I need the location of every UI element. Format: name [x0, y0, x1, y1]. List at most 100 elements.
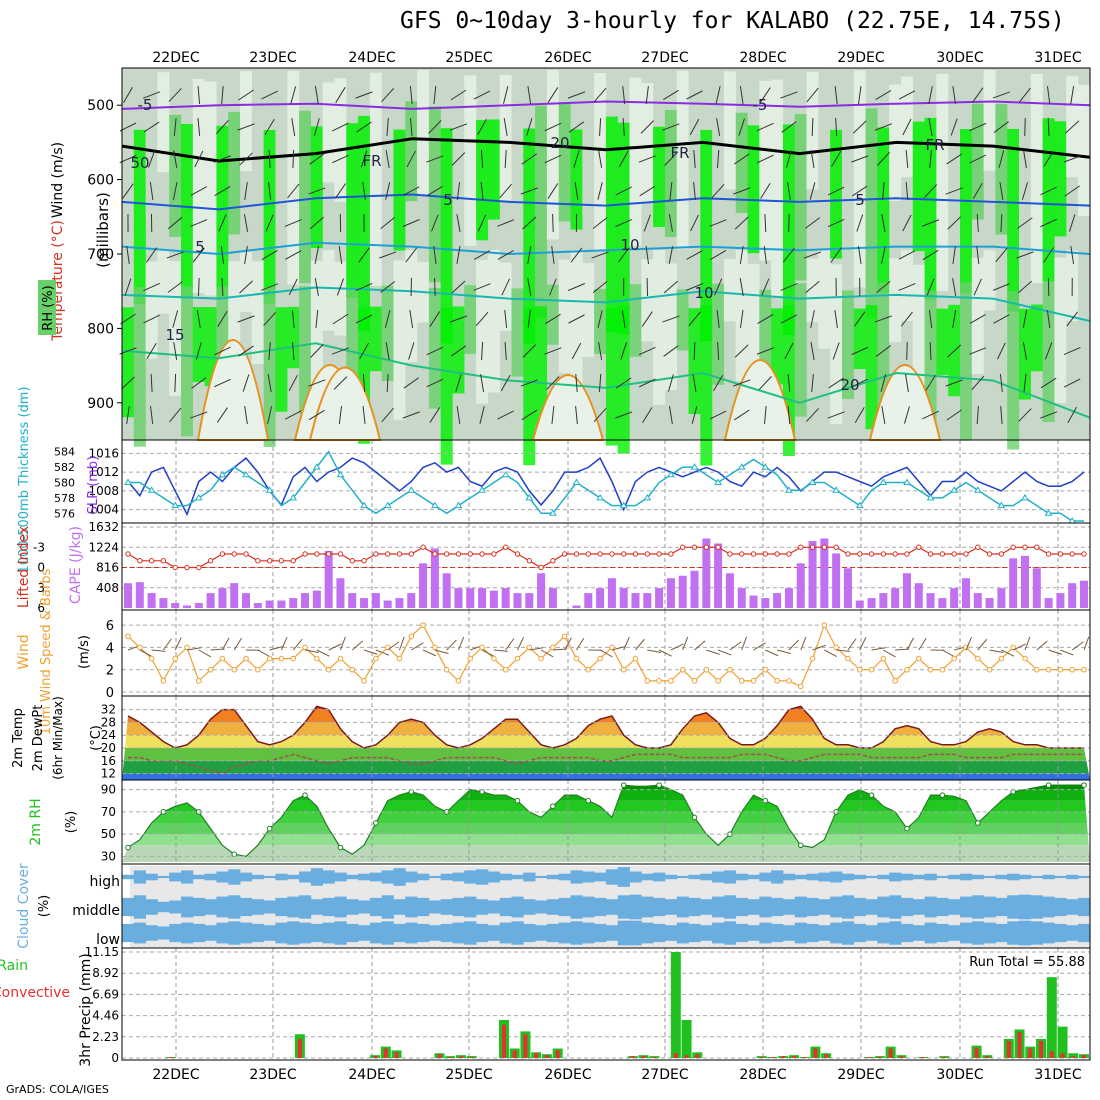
wind-speed-point [868, 666, 875, 673]
temp-band [122, 722, 1090, 736]
rh-point [656, 782, 662, 788]
wind-speed-line [127, 623, 1084, 688]
lifted-index-point [798, 544, 804, 550]
precip-conv-bar [523, 1034, 528, 1058]
wind-barb [214, 378, 231, 388]
wind-barb [926, 278, 935, 296]
cloud-low-bar [959, 922, 973, 944]
precip-total-bar [681, 1019, 692, 1058]
cloud-high-bar [310, 868, 324, 886]
cape-bar [324, 550, 333, 608]
cloud-middle-bar [889, 895, 902, 919]
temp-axis-label: 2m Temp [11, 708, 26, 768]
wind-barb [473, 283, 491, 291]
wind-barb [739, 246, 744, 264]
wind-barb [267, 406, 273, 424]
wind-speed-point [880, 655, 887, 662]
rh-point [266, 825, 273, 832]
precip-conv-bar [1049, 1051, 1054, 1058]
wind-barb [638, 378, 656, 388]
wind-barb [945, 187, 963, 195]
wind-barb [126, 246, 130, 264]
temp-line [127, 705, 1084, 749]
cape-bar [383, 600, 392, 608]
rh-band [228, 111, 241, 235]
wind-barb [268, 341, 271, 361]
precip-conv-bar [770, 1057, 775, 1058]
cloud-middle-bar [275, 897, 288, 917]
rh-band [865, 108, 878, 319]
precip-conv-bar [383, 1048, 388, 1058]
cloud-middle-bar [440, 899, 453, 915]
rh-band [251, 261, 264, 365]
x-tick-label-top: 25DEC [445, 50, 492, 66]
precip-conv-bar [867, 1057, 872, 1058]
contour-label: 20 [840, 376, 859, 394]
cloud-high-bar [676, 875, 689, 879]
thickness-point [1021, 493, 1029, 501]
wind-barb [451, 280, 466, 294]
cape-bar [301, 593, 310, 608]
wind-barb-10m [221, 637, 230, 651]
wind-barb-10m [493, 649, 508, 652]
thickness-point [619, 501, 628, 509]
cloud-low-bar [263, 925, 276, 941]
cloud-high-bar [523, 872, 536, 882]
rh-band [192, 306, 205, 382]
cloud-high-bar [605, 869, 619, 885]
temp-tick-label: 24 [101, 728, 116, 742]
wind-barb [431, 214, 439, 232]
wind-speed-point [314, 655, 320, 662]
wind-barb [945, 379, 963, 387]
wind-barb [692, 374, 697, 392]
wind-barb [734, 344, 749, 358]
wind-speed-point [927, 666, 934, 673]
cloud-high-bar [830, 871, 843, 883]
cape-bar [183, 605, 192, 608]
cape-bar [277, 600, 286, 608]
wind-barb [851, 185, 868, 197]
cloud-middle-bar [1030, 895, 1043, 919]
wind-barb [504, 309, 508, 329]
wind-speed-point [727, 666, 733, 673]
lifted-index-point [750, 551, 757, 557]
cape-bar [1068, 583, 1077, 608]
wind-barb [146, 247, 158, 263]
lifted-index-point [986, 551, 993, 557]
lifted-cape-frame [121, 522, 1091, 611]
wind-barb [527, 310, 531, 328]
wind-barb [547, 183, 559, 199]
wind-speed-point [833, 644, 839, 651]
thickness-point [690, 463, 699, 470]
wind-barb [332, 313, 349, 325]
wind-barb [810, 342, 815, 360]
rh-band [570, 250, 583, 410]
wind-barb [738, 118, 746, 136]
precip-conv-bar [168, 1057, 173, 1058]
cloud-high-bar [688, 874, 701, 880]
cloud-middle-bar [535, 900, 548, 914]
wind-speed-point [668, 678, 674, 684]
rh-band [381, 285, 394, 381]
rh-band [122, 307, 134, 418]
wind-barb [527, 86, 532, 104]
cloud-low-bar [605, 925, 619, 941]
isotherm-15 [121, 286, 1091, 322]
wind-barb [291, 309, 295, 329]
wind-barb [597, 182, 603, 200]
wind-barb-10m [139, 649, 153, 658]
precip-conv-bar [695, 1054, 700, 1058]
wind-barb [308, 187, 326, 195]
thickness-point [147, 486, 156, 493]
wind-barb [976, 246, 980, 264]
lifted-index-point [160, 558, 167, 564]
lifted-index-point [219, 551, 226, 557]
contour-label: -5 [753, 96, 768, 114]
lifted-index-point [821, 544, 828, 550]
thickness-point [124, 478, 132, 485]
cloud-low-bar [1042, 922, 1055, 944]
precip-conv-bar [974, 1047, 979, 1058]
cloud-low-bar [782, 925, 796, 941]
wind-barb [143, 121, 160, 133]
y-tick-label: 500 [87, 98, 114, 114]
